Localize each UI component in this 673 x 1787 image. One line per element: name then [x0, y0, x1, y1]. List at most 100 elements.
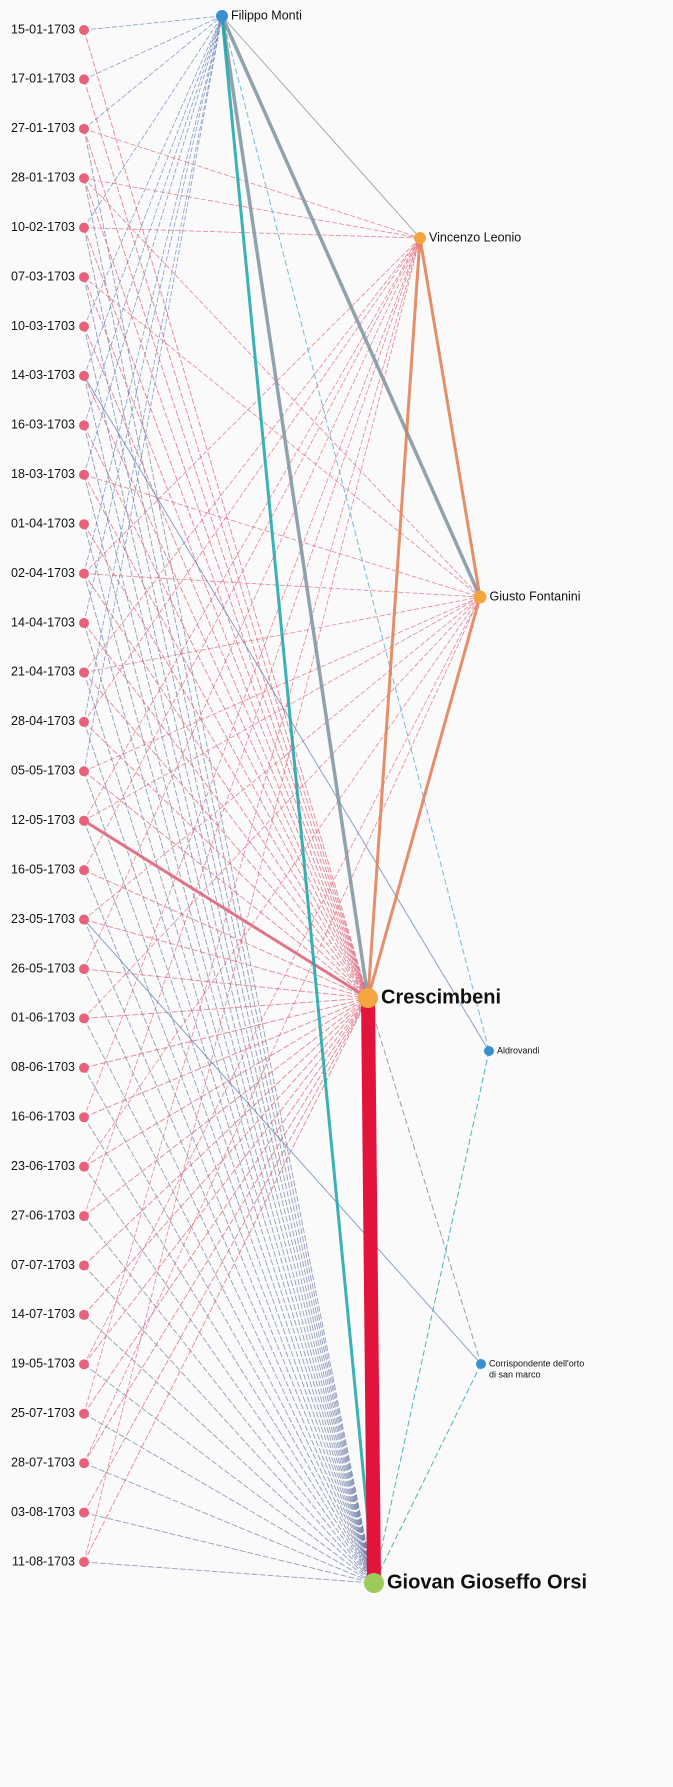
date-node — [79, 173, 89, 184]
person-label: Aldrovandi — [497, 1045, 540, 1055]
edge — [83, 15, 223, 377]
edge — [83, 1067, 375, 1584]
date-node — [79, 1062, 89, 1073]
edge — [83, 997, 369, 1019]
edge — [83, 227, 421, 239]
edge — [83, 524, 375, 1584]
edge — [83, 237, 421, 871]
edge — [366, 596, 482, 999]
edge — [373, 1050, 490, 1584]
date-label: 23-06-1703 — [11, 1159, 75, 1173]
edge — [83, 968, 369, 999]
date-label: 11-08-1703 — [12, 1554, 75, 1568]
edge — [83, 997, 369, 1464]
edge — [83, 1215, 375, 1584]
date-label: 15-01-1703 — [11, 22, 75, 36]
edge — [83, 997, 369, 1365]
date-node — [79, 420, 89, 431]
edge — [83, 178, 375, 1584]
date-node — [79, 1013, 89, 1024]
edge — [83, 15, 223, 475]
edge — [83, 919, 369, 999]
date-label: 27-06-1703 — [11, 1208, 75, 1222]
edge — [83, 573, 481, 598]
date-label: 28-04-1703 — [11, 714, 75, 728]
edge — [83, 15, 223, 80]
edge — [83, 1314, 375, 1584]
date-label: 21-04-1703 — [11, 665, 75, 679]
edge — [83, 276, 375, 1584]
date-label: 07-07-1703 — [11, 1258, 75, 1272]
edge — [83, 1561, 375, 1584]
person-node — [414, 232, 426, 244]
person-label: Vincenzo Leonio — [429, 230, 521, 244]
date-node — [79, 74, 89, 85]
edge — [83, 596, 481, 822]
edge — [83, 819, 369, 1000]
person-node — [364, 1573, 384, 1593]
edge — [83, 425, 369, 999]
edge — [83, 15, 223, 31]
edge — [83, 237, 421, 723]
edge — [83, 573, 369, 999]
edge — [83, 997, 369, 1414]
person-label: Giovan Gioseffo Orsi — [387, 1571, 587, 1593]
edges — [83, 15, 490, 1584]
date-node — [79, 1161, 89, 1172]
date-node — [79, 1211, 89, 1222]
date-label: 26-05-1703 — [11, 961, 75, 975]
date-node — [79, 1359, 89, 1370]
edge — [83, 523, 369, 999]
edge — [220, 15, 370, 999]
date-label: 14-03-1703 — [11, 368, 75, 382]
person-node — [358, 988, 378, 1008]
edge — [83, 375, 375, 1584]
date-node — [79, 865, 89, 876]
edge — [83, 1018, 375, 1584]
date-label: 12-05-1703 — [11, 813, 75, 827]
date-node — [79, 568, 89, 579]
date-node — [79, 1309, 89, 1320]
date-node — [79, 766, 89, 777]
edge — [83, 770, 369, 999]
edge — [83, 622, 375, 1584]
edge — [83, 1363, 375, 1584]
edge — [83, 425, 375, 1584]
person-label: Crescimbeni — [381, 986, 501, 1008]
date-label: 07-03-1703 — [11, 269, 75, 283]
date-label: 19-05-1703 — [11, 1357, 75, 1371]
date-node — [79, 321, 89, 332]
edge — [83, 276, 369, 999]
edge — [83, 596, 481, 1365]
person-node — [476, 1359, 486, 1369]
edge — [361, 997, 381, 1584]
edge — [83, 79, 369, 999]
date-node — [79, 1260, 89, 1271]
person-label: di san marco — [489, 1369, 541, 1379]
date-label: 25-07-1703 — [11, 1406, 75, 1420]
edge — [83, 237, 421, 574]
edge — [83, 672, 369, 999]
edge — [220, 15, 482, 598]
edge — [83, 596, 481, 1019]
edge — [83, 15, 223, 722]
edge — [83, 375, 490, 1052]
edge — [83, 919, 482, 1365]
date-label: 10-03-1703 — [11, 319, 75, 333]
date-label: 14-07-1703 — [11, 1307, 75, 1321]
date-node — [79, 667, 89, 678]
edge — [83, 869, 375, 1584]
edge — [83, 474, 481, 598]
edge — [83, 997, 369, 1316]
date-node — [79, 1112, 89, 1123]
edge — [83, 997, 369, 1513]
date-label: 03-08-1703 — [11, 1505, 75, 1519]
date-node — [79, 370, 89, 381]
edge — [83, 15, 223, 327]
date-node — [79, 914, 89, 925]
date-label: 01-04-1703 — [11, 516, 75, 530]
edge — [221, 15, 421, 239]
edge — [83, 474, 369, 999]
edge — [83, 672, 375, 1584]
